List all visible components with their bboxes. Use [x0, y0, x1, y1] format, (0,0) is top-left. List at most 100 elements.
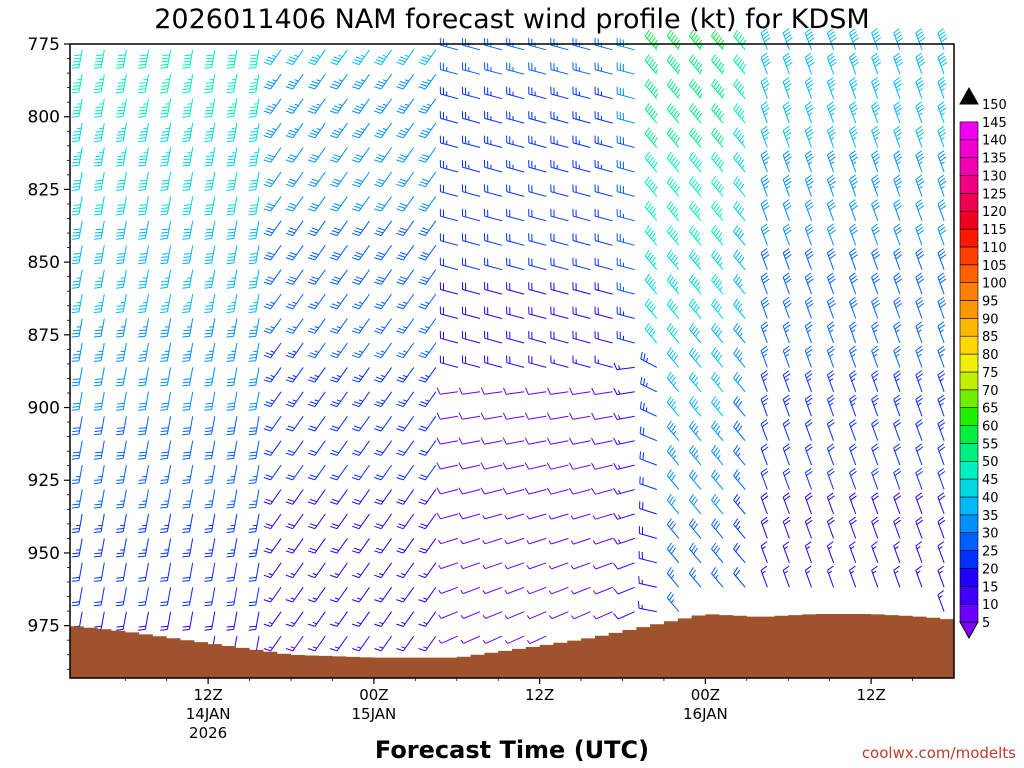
wind-barb — [894, 468, 901, 489]
wind-barb — [481, 488, 502, 494]
colorbar-swatch — [960, 193, 978, 211]
wind-barb — [614, 587, 635, 594]
wind-barb — [872, 200, 880, 221]
terrain-surface — [70, 614, 954, 678]
wind-barb — [894, 346, 901, 367]
wind-barb — [249, 441, 259, 460]
wind-barb — [761, 444, 768, 465]
wind-barb — [551, 160, 569, 172]
wind-barb — [667, 445, 679, 465]
wind-barb — [440, 233, 458, 245]
wind-barb — [485, 87, 503, 99]
wind-barb — [872, 249, 880, 270]
wind-barb — [483, 612, 502, 619]
wind-barb — [641, 352, 657, 368]
wind-barb — [667, 396, 679, 416]
wind-barb — [595, 282, 613, 294]
wind-barb — [264, 612, 281, 627]
wind-barb — [160, 490, 170, 509]
wind-barb — [689, 54, 702, 74]
wind-barb — [374, 343, 391, 358]
colorbar-label: 65 — [982, 402, 999, 417]
wind-barb — [527, 514, 546, 519]
wind-barb — [805, 444, 812, 465]
wind-barb — [227, 587, 237, 605]
wind-barb — [938, 78, 946, 99]
wind-barb — [485, 136, 503, 148]
wind-barb — [419, 50, 436, 65]
wind-barb — [437, 413, 458, 420]
wind-barb — [850, 517, 857, 538]
wind-barb — [916, 200, 924, 221]
wind-barb — [116, 319, 126, 338]
wind-barb — [204, 99, 214, 118]
wind-barb — [593, 587, 612, 594]
wind-barb — [419, 99, 436, 114]
wind-barb — [439, 636, 458, 643]
wind-barb — [761, 151, 769, 172]
wind-barb — [916, 322, 923, 343]
wind-barb — [182, 416, 192, 434]
colorbar-label: 20 — [982, 562, 999, 577]
wind-barb — [667, 299, 679, 319]
wind-barb — [264, 196, 281, 211]
wind-barb — [645, 201, 657, 221]
wind-barb — [459, 388, 480, 395]
wind-barb — [734, 396, 746, 416]
wind-barb — [459, 463, 480, 469]
wind-barb — [783, 542, 789, 563]
wind-barb — [827, 346, 834, 367]
wind-barb — [286, 99, 303, 114]
wind-barb — [938, 224, 946, 245]
wind-barb — [548, 388, 569, 395]
wind-barb — [227, 367, 237, 386]
wind-barb — [783, 493, 790, 514]
wind-barb — [249, 172, 259, 190]
wind-barb — [182, 148, 192, 167]
wind-barb — [894, 517, 901, 538]
wind-barb — [462, 111, 480, 123]
wind-barb — [573, 136, 591, 148]
wind-barb — [529, 356, 547, 368]
wind-barb — [667, 494, 679, 514]
wind-barb — [481, 463, 502, 469]
wind-barb — [437, 488, 458, 494]
wind-barb — [286, 343, 303, 358]
wind-barb — [689, 543, 701, 563]
wind-barb — [462, 160, 480, 172]
wind-barb — [286, 538, 303, 553]
wind-barb — [462, 185, 480, 197]
wind-barb — [734, 225, 746, 245]
wind-barb — [527, 587, 546, 594]
wind-barb — [507, 307, 525, 319]
wind-barb — [734, 494, 746, 514]
chart-title: 2026011406 NAM forecast wind profile (kt… — [154, 4, 869, 35]
wind-barb — [352, 172, 369, 187]
wind-barb — [138, 465, 148, 484]
wind-barb — [594, 612, 613, 619]
wind-barb — [894, 395, 901, 416]
wind-barb — [573, 160, 591, 172]
wind-barb — [72, 99, 82, 118]
wind-barb — [938, 102, 946, 123]
wind-barb — [689, 152, 701, 172]
wind-barb — [160, 221, 170, 240]
colorbar-label: 25 — [982, 545, 999, 560]
wind-barb — [264, 416, 281, 431]
wind-barb — [160, 416, 170, 434]
colorbar-label: 40 — [982, 491, 999, 506]
wind-barb — [160, 148, 170, 167]
wind-barb — [160, 74, 170, 93]
wind-barb — [352, 587, 369, 602]
wind-barb — [872, 444, 879, 465]
wind-barb — [374, 587, 391, 602]
wind-barb — [286, 465, 303, 480]
wind-barb — [94, 416, 104, 434]
wind-barb — [204, 74, 214, 93]
wind-barb — [894, 542, 900, 563]
wind-barb — [761, 78, 769, 99]
wind-barb — [462, 87, 480, 99]
wind-barb — [72, 319, 82, 338]
wind-barb — [850, 224, 858, 245]
wind-barb — [507, 258, 525, 270]
